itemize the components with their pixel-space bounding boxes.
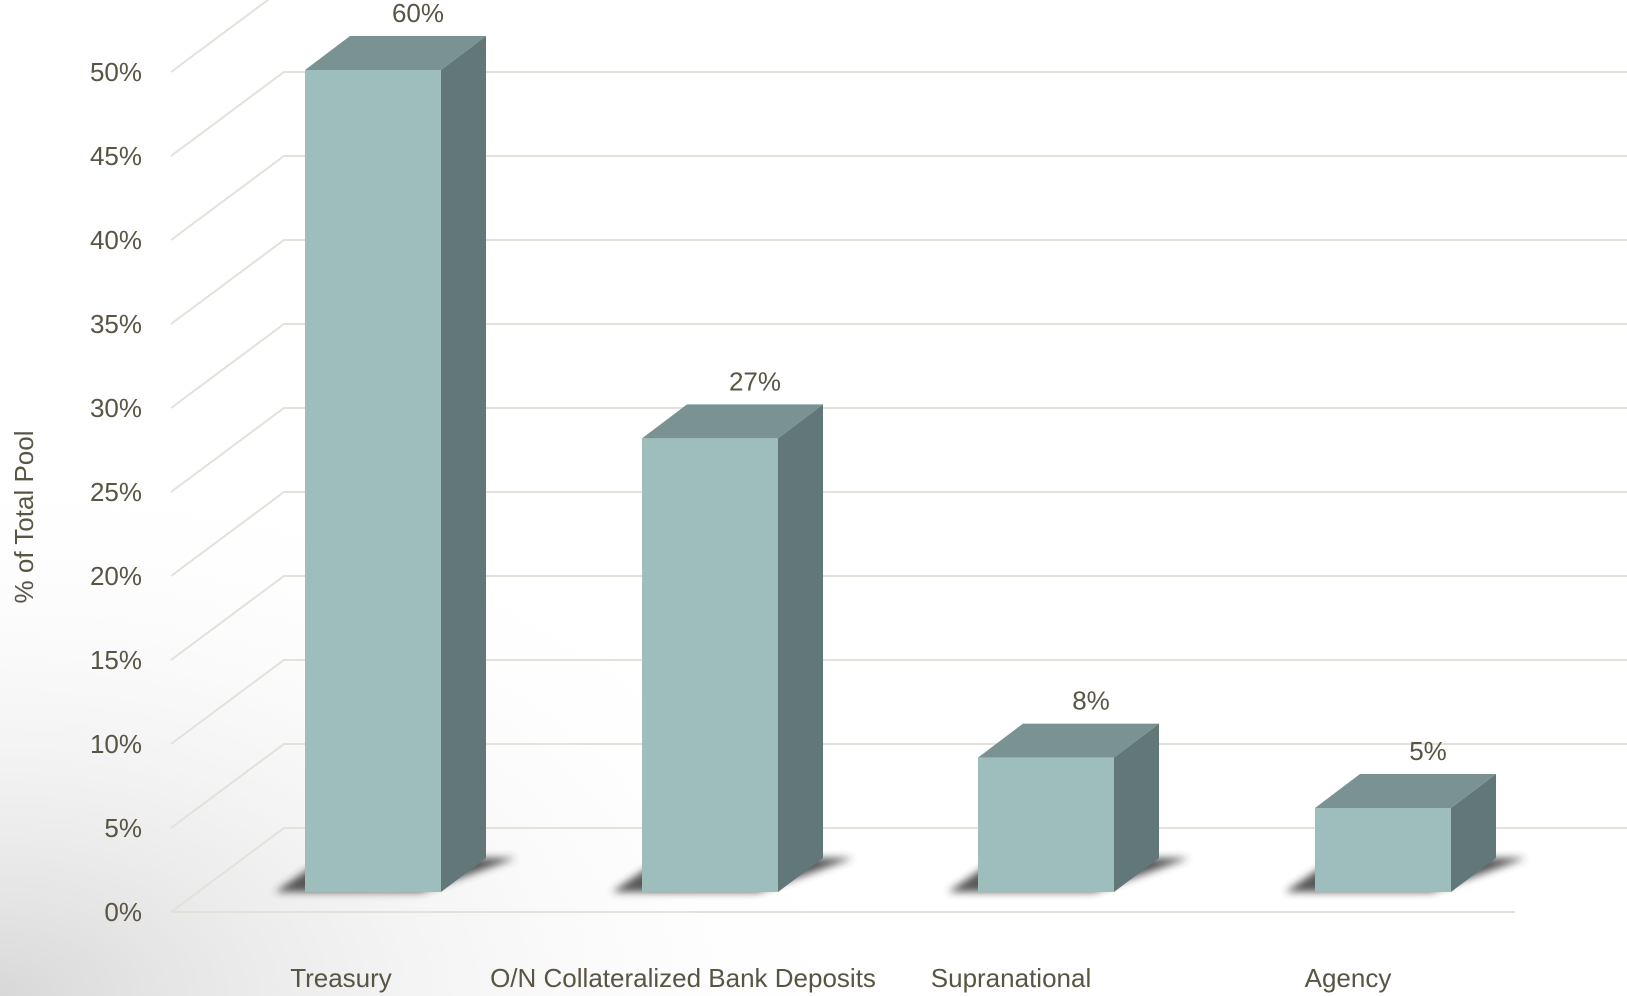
y-tick-label: 25%: [90, 477, 142, 507]
gridline: [170, 155, 1627, 241]
y-tick-label: 5%: [104, 813, 142, 843]
gridline: [170, 0, 270, 73]
bar-top: [305, 36, 486, 70]
y-tick-label: 0%: [104, 897, 142, 927]
x-tick-label: O/N Collateralized Bank Deposits: [490, 963, 876, 993]
data-label: 27%: [729, 366, 781, 396]
bar: [978, 757, 1114, 892]
data-label: 5%: [1409, 736, 1447, 766]
y-tick-label: 40%: [90, 225, 142, 255]
bar-side: [778, 404, 823, 892]
gridline: [170, 407, 1627, 493]
bar-side: [1114, 723, 1159, 892]
bar-side: [441, 36, 486, 892]
gridline: [170, 239, 1627, 325]
bars: [305, 36, 1496, 892]
gridline: [170, 743, 1627, 829]
bar-top: [642, 404, 823, 439]
bar-top: [978, 723, 1159, 758]
bar-side: [1451, 774, 1496, 892]
gridline: [170, 323, 1627, 409]
data-label: 60%: [392, 0, 444, 28]
y-tick-label: 50%: [90, 57, 142, 87]
gridline: [170, 71, 1627, 157]
bar: [642, 438, 778, 892]
y-tick-label: 30%: [90, 393, 142, 423]
x-tick-label: Supranational: [931, 963, 1091, 993]
gridline: [170, 827, 1627, 913]
y-tick-label: 15%: [90, 645, 142, 675]
gridline: [170, 491, 1627, 577]
bar-top: [1315, 774, 1496, 808]
y-tick-label: 10%: [90, 729, 142, 759]
bar: [1315, 808, 1451, 892]
gridlines: [170, 0, 1627, 913]
x-tick-label: Agency: [1305, 963, 1392, 993]
y-tick-label: 20%: [90, 561, 142, 591]
gridline: [170, 659, 1627, 745]
data-label: 8%: [1072, 686, 1110, 716]
x-tick-label: Treasury: [290, 963, 392, 993]
y-axis-title: % of Total Pool: [9, 431, 39, 604]
y-tick-label: 35%: [90, 309, 142, 339]
bar: [305, 70, 441, 892]
gridline: [170, 575, 1627, 661]
labels: 0% 5% 10% 15% 20% 25% 30% 35% 40% 45% 50% 60% Treasu…: [90, 0, 1447, 993]
y-tick-label: 45%: [90, 141, 142, 171]
